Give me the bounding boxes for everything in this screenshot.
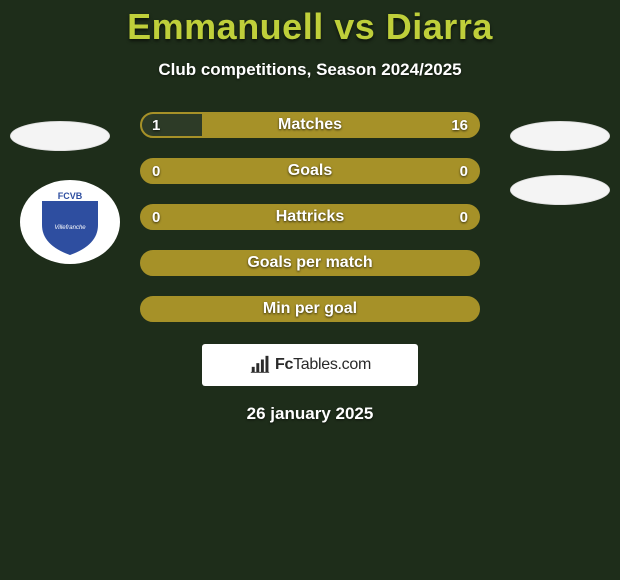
stats-container: 116Matches 00Goals 00Hattricks Goals per ma… [140, 112, 480, 322]
stat-row: 00Hattricks [140, 204, 480, 230]
date-label: 26 january 2025 [0, 404, 620, 424]
source-badge-text: FcTables.com [275, 356, 371, 374]
brand-main: Tables [293, 356, 337, 373]
stat-label: Goals per match [142, 252, 478, 274]
player1-club-badge: FCVB Villefranche [20, 180, 120, 264]
stat-label: Matches [142, 114, 478, 136]
page-root: Emmanuell vs Diarra Club competitions, S… [0, 0, 620, 580]
stat-label: Goals [142, 160, 478, 182]
title-player2: Diarra [386, 6, 493, 47]
bar-chart-icon [249, 354, 271, 376]
stat-row: 116Matches [140, 112, 480, 138]
source-badge: FcTables.com [202, 344, 418, 386]
title-vs: vs [334, 6, 375, 47]
stat-row: Goals per match [140, 250, 480, 276]
club-badge-acronym: FCVB [58, 191, 83, 201]
subtitle: Club competitions, Season 2024/2025 [0, 60, 620, 80]
brand-suffix: .com [338, 356, 371, 373]
stat-row: 00Goals [140, 158, 480, 184]
page-title: Emmanuell vs Diarra [0, 0, 620, 48]
brand-prefix: Fc [275, 356, 293, 373]
stat-label: Min per goal [142, 298, 478, 320]
club-badge-name: Villefranche [54, 225, 86, 231]
player2-avatar [510, 121, 610, 151]
stat-row: Min per goal [140, 296, 480, 322]
player2-avatar-secondary [510, 175, 610, 205]
title-player1: Emmanuell [127, 6, 324, 47]
shield-icon: FCVB Villefranche [38, 187, 102, 257]
stat-label: Hattricks [142, 206, 478, 228]
player1-avatar [10, 121, 110, 151]
